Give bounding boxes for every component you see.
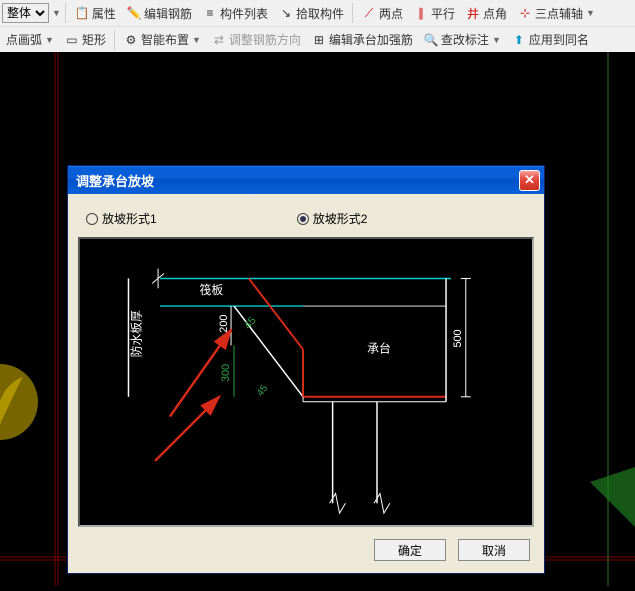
dim-500: 500	[452, 329, 464, 347]
btn-point-angle[interactable]: 井点角	[461, 4, 511, 23]
dim-300: 300	[220, 364, 232, 382]
btn-properties[interactable]: 📋属性	[70, 4, 120, 23]
main-toolbar: 整体 ▼ 📋属性 ✏️编辑钢筋 ≡构件列表 ↘拾取构件 ⟋两点 ∥平行 井点角 …	[0, 0, 635, 53]
btn-parallel[interactable]: ∥平行	[409, 4, 459, 23]
edit-rebar-icon: ✏️	[126, 5, 142, 21]
btn-arc[interactable]: 点画弧▼	[2, 30, 58, 49]
btn-two-point[interactable]: ⟋两点	[357, 4, 407, 23]
radio-icon	[297, 213, 309, 225]
radio-form1[interactable]: 放坡形式1	[86, 210, 157, 227]
close-button[interactable]: ✕	[519, 170, 540, 191]
btn-three-point[interactable]: ⊹三点辅轴▼	[513, 4, 599, 23]
radio-group: 放坡形式1 放坡形式2	[78, 204, 534, 237]
search-icon: 🔍	[423, 32, 439, 48]
radio-form2-label: 放坡形式2	[313, 210, 368, 227]
radio-icon	[86, 213, 98, 225]
dim-200: 200	[218, 315, 230, 333]
cancel-button[interactable]: 取消	[458, 539, 530, 561]
pick-icon: ↘	[278, 5, 294, 21]
dim-45a: 45	[242, 315, 259, 332]
angle-icon: 井	[465, 5, 481, 21]
toolbar-row-1: 整体 ▼ 📋属性 ✏️编辑钢筋 ≡构件列表 ↘拾取构件 ⟋两点 ∥平行 井点角 …	[0, 0, 635, 26]
list-icon: ≡	[202, 5, 218, 21]
label-waterproof: 防水板厚	[129, 310, 143, 357]
properties-icon: 📋	[74, 5, 90, 21]
slope-dialog: 调整承台放坡 ✕ 放坡形式1 放坡形式2 防水板厚	[67, 165, 545, 574]
btn-rect[interactable]: ▭矩形	[60, 30, 110, 49]
three-point-icon: ⊹	[517, 5, 533, 21]
dialog-buttons: 确定 取消	[78, 539, 534, 561]
rect-icon: ▭	[64, 32, 80, 48]
radio-form2[interactable]: 放坡形式2	[297, 210, 368, 227]
dim-45b: 45	[255, 383, 271, 399]
reinforce-icon: ⊞	[311, 32, 327, 48]
dialog-title: 调整承台放坡	[72, 171, 519, 190]
toolbar-row-2: 点画弧▼ ▭矩形 ⚙智能布置▼ ⇄调整钢筋方向 ⊞编辑承台加强筋 🔍查改标注▼ …	[0, 26, 635, 52]
btn-adjust-direction: ⇄调整钢筋方向	[207, 30, 305, 49]
direction-icon: ⇄	[211, 32, 227, 48]
ok-button[interactable]: 确定	[374, 539, 446, 561]
btn-apply-same[interactable]: ⬆应用到同名	[507, 30, 593, 49]
select-mode[interactable]: 整体	[2, 3, 49, 23]
parallel-icon: ∥	[413, 5, 429, 21]
two-point-icon: ⟋	[361, 5, 377, 21]
btn-pick-component[interactable]: ↘拾取构件	[274, 4, 348, 23]
dialog-titlebar[interactable]: 调整承台放坡 ✕	[68, 166, 544, 194]
btn-smart-layout[interactable]: ⚙智能布置▼	[119, 30, 205, 49]
radio-form1-label: 放坡形式1	[102, 210, 157, 227]
btn-edit-rebar[interactable]: ✏️编辑钢筋	[122, 4, 196, 23]
label-cap: 承台	[367, 341, 391, 355]
btn-component-list[interactable]: ≡构件列表	[198, 4, 272, 23]
smart-icon: ⚙	[123, 32, 139, 48]
btn-check-annotation[interactable]: 🔍查改标注▼	[419, 30, 505, 49]
apply-icon: ⬆	[511, 32, 527, 48]
btn-edit-reinforcement[interactable]: ⊞编辑承台加强筋	[307, 30, 417, 49]
label-raft: 筏板	[199, 283, 223, 297]
diagram-preview: 防水板厚 筏板 200 45 300	[78, 237, 534, 527]
